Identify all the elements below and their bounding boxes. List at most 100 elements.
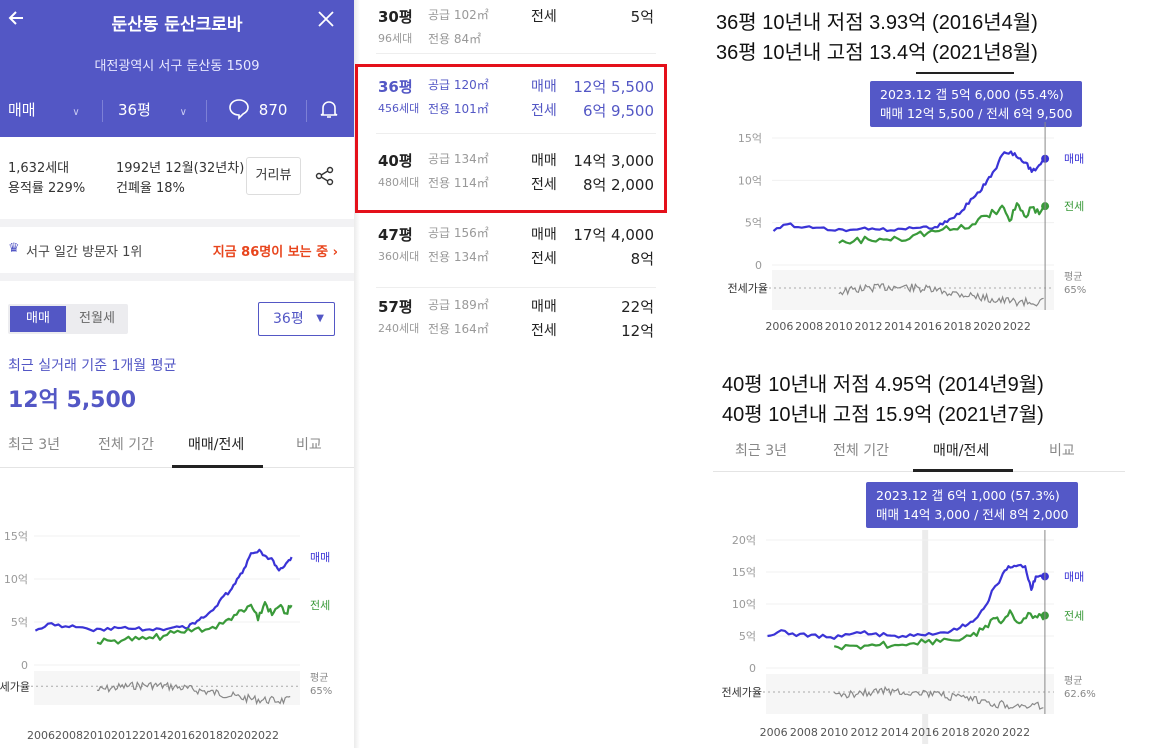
tab-compare[interactable]: 비교 [1049, 443, 1075, 459]
active-tab-underline [916, 72, 1014, 74]
ratio-label: 전세가율 [0, 680, 30, 693]
tab-recent-3y[interactable]: 최근 3년 [8, 437, 60, 453]
x-tick-label: 2016 [914, 320, 942, 333]
visitor-banner[interactable]: ♛ 서구 일간 방문자 1위 지금 86명이 보는 중 › [0, 227, 354, 273]
annotation-40-high: 40평 10년내 고점 15.9억 (2021년7월) [722, 404, 1044, 426]
header-filters: 매매 ∨ 36평 ∨ 870 [0, 92, 354, 130]
chevron-down-icon: ∨ [72, 107, 80, 118]
exclusive-area: 전용 134㎡ [428, 250, 489, 264]
tab-sale-jeonse[interactable]: 매매/전세 [933, 443, 990, 459]
complex-info: 1,632세대 용적률 229% 1992년 12월(32년차) 건폐율 18%… [0, 137, 354, 219]
size-select[interactable]: 36평 ▼ [258, 302, 335, 336]
x-tick-label: 2006 [760, 726, 788, 739]
jeonse-price: 8억 [630, 250, 654, 268]
close-icon[interactable] [314, 8, 338, 36]
size-row-36[interactable]: 36평 456세대 공급 120㎡ 전용 101㎡ 매매 12억 5,500 전… [354, 70, 678, 144]
sale-label: 매매 [531, 79, 557, 95]
exclusive-area: 전용 101㎡ [428, 102, 489, 116]
series-line-sale [34, 548, 293, 633]
x-tick-label: 2014 [884, 320, 912, 333]
divider [376, 53, 656, 54]
floor-area-ratio: 용적률 229% [8, 181, 86, 196]
households: 480세대 [378, 176, 420, 189]
trade-type-label: 매매 [8, 101, 36, 119]
series-line-sale [767, 563, 1045, 640]
jeonse-label: 전세 [531, 323, 557, 339]
panel-shadow [354, 0, 360, 748]
pyeong: 36평 [378, 78, 413, 96]
sale-price: 17억 4,000 [573, 226, 654, 244]
jeonse-price: 6억 9,500 [582, 102, 654, 120]
x-tick-label: 2022 [251, 729, 279, 742]
tooltip-36: 2023.12 갭 5억 6,000 (55.4%) 매매 12억 5,500 … [870, 81, 1083, 127]
x-tick-label: 2008 [795, 320, 823, 333]
crown-icon: ♛ [8, 241, 20, 256]
avg-value: 62.6% [1064, 689, 1096, 700]
divider [206, 100, 207, 122]
annotation-36-low: 36평 10년내 저점 3.93억 (2016년4월) [716, 12, 1038, 34]
x-tick-label: 2010 [820, 726, 848, 739]
x-tick-label: 2020 [972, 726, 1000, 739]
jeonse-label: 전세 [531, 177, 557, 193]
hover-band [922, 530, 929, 744]
tab-all-period[interactable]: 전체 기간 [833, 443, 889, 459]
caret-down-icon: ▼ [316, 313, 324, 324]
tab-compare[interactable]: 비교 [296, 437, 322, 453]
highlight-box [355, 64, 667, 213]
x-tick-label: 2014 [881, 726, 909, 739]
tab-recent-3y[interactable]: 최근 3년 [735, 443, 787, 459]
series-label: 매매 [1064, 153, 1084, 166]
visitor-rank: 서구 일간 방문자 1위 [26, 245, 143, 260]
street-view-button[interactable]: 거리뷰 [246, 157, 301, 195]
tooltip-40: 2023.12 갭 6억 1,000 (57.3%) 매매 14억 3,000 … [866, 482, 1079, 528]
supply-area: 공급 134㎡ [428, 152, 489, 166]
size-row-30[interactable]: 30평 96세대 공급 102㎡ 전용 84㎡ 전세 5억 [354, 0, 678, 74]
x-tick-label: 2020 [223, 729, 251, 742]
x-tick-label: 2014 [139, 729, 167, 742]
trade-type-dropdown[interactable]: 매매 ∨ [8, 92, 88, 128]
sale-price: 14억 3,000 [573, 152, 654, 170]
jeonse-price: 8억 2,000 [582, 176, 654, 194]
built-date: 1992년 12월(32년차) [116, 161, 245, 176]
size-row-40[interactable]: 40평 480세대 공급 134㎡ 전용 114㎡ 매매 14억 3,000 전… [354, 144, 678, 218]
households: 360세대 [378, 250, 420, 263]
y-tick-label: 15억 [4, 530, 28, 543]
y-tick-label: 10억 [732, 598, 756, 611]
bell-icon[interactable] [318, 92, 342, 128]
households: 96세대 [378, 32, 413, 45]
divider [376, 133, 656, 134]
speech-bubble-icon [229, 99, 249, 120]
toggle-rent[interactable]: 전월세 [79, 311, 115, 326]
comments-button[interactable]: 870 [228, 92, 298, 128]
comment-count: 870 [258, 101, 288, 119]
size-row-57[interactable]: 57평 240세대 공급 189㎡ 전용 164㎡ 매매 22억 전세 12억 [354, 290, 678, 364]
x-tick-label: 2012 [854, 320, 882, 333]
jeonse-ratio-series [833, 685, 1044, 710]
jeonse-ratio-series [838, 283, 1044, 308]
x-tick-label: 2006 [765, 320, 793, 333]
series-label: 매매 [1064, 570, 1084, 583]
tooltip-40-line1: 2023.12 갭 6억 1,000 (57.3%) [876, 488, 1060, 503]
size-row-47[interactable]: 47평 360세대 공급 156㎡ 전용 134㎡ 매매 17억 4,000 전… [354, 218, 678, 292]
x-tick-label: 2010 [83, 729, 111, 742]
x-tick-label: 2008 [55, 729, 83, 742]
y-tick-label: 5억 [745, 217, 762, 230]
households: 456세대 [378, 102, 420, 115]
supply-area: 공급 120㎡ [428, 78, 489, 92]
tab-all-period[interactable]: 전체 기간 [98, 437, 154, 453]
divider [376, 287, 656, 288]
size-dropdown[interactable]: 36평 ∨ [118, 92, 198, 128]
y-tick-label: 0 [21, 659, 28, 672]
ratio-band [34, 671, 300, 705]
tab-sale-jeonse[interactable]: 매매/전세 [188, 437, 245, 453]
back-arrow-icon[interactable] [6, 8, 30, 36]
share-icon[interactable] [314, 165, 336, 187]
x-tick-label: 2022 [1003, 320, 1031, 333]
toggle-sale[interactable]: 매매 [10, 306, 66, 332]
supply-area: 공급 189㎡ [428, 298, 489, 312]
price-kind-1: 전세 [531, 9, 557, 25]
avg-label: 평균 [1064, 675, 1082, 687]
series-line-sale [772, 150, 1046, 233]
households: 240세대 [378, 322, 420, 335]
